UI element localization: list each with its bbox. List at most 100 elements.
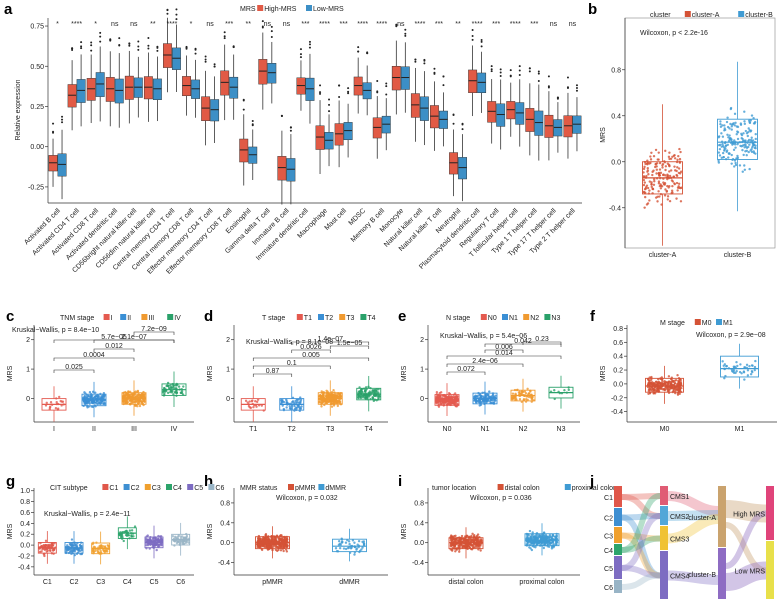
- h-point: [260, 548, 264, 552]
- g-point: [156, 542, 159, 546]
- j-node-left: [614, 527, 622, 543]
- a-outlier: [166, 12, 169, 15]
- b-xtick-label: cluster-B: [724, 252, 752, 259]
- a-legend-swatch: [257, 5, 264, 11]
- b-point: [670, 179, 674, 182]
- a-sig: ****: [510, 21, 521, 28]
- c-point: [124, 399, 127, 402]
- b-point: [643, 206, 646, 209]
- h-point: [341, 541, 344, 544]
- b-ytick-label: 0.0: [611, 159, 621, 166]
- i-point: [542, 546, 546, 550]
- j-node-cluster: [718, 486, 726, 547]
- a-legend-label: High-MRS: [264, 6, 297, 13]
- h-point: [351, 539, 355, 542]
- i-point: [470, 538, 473, 541]
- j-node-middle: [660, 551, 668, 599]
- b-point: [753, 143, 756, 147]
- f-point: [680, 386, 683, 390]
- i-point: [526, 543, 529, 546]
- i-annotation: Wilcoxon, p = 0.036: [470, 495, 532, 502]
- c-legend-swatch: [167, 314, 174, 320]
- d-legend-title: T stage: [262, 315, 285, 322]
- e-bracket: [446, 363, 524, 367]
- g-point: [127, 534, 131, 537]
- c-point: [88, 390, 92, 394]
- d-pvalue: 1.5e−05: [337, 340, 363, 347]
- b-point: [735, 125, 738, 128]
- a-box-fill: [153, 79, 162, 100]
- g-point: [107, 544, 110, 548]
- b-point: [741, 144, 745, 147]
- a-outlier: [518, 65, 521, 68]
- g-point: [106, 550, 109, 553]
- i-ytick-label: 0.8: [414, 500, 424, 507]
- h-point: [353, 541, 356, 544]
- a-sig: ***: [340, 21, 348, 28]
- b-point: [740, 132, 743, 136]
- i-point: [453, 545, 456, 548]
- e-point: [446, 395, 449, 399]
- c-xtick-label: I: [53, 426, 55, 433]
- g-point: [68, 550, 72, 554]
- g-ytick-label: -0.4: [18, 564, 30, 571]
- a-legend-label: Low-MRS: [313, 6, 344, 13]
- j-node-middle: [660, 526, 668, 550]
- i-point: [454, 534, 457, 538]
- j-node-label: CMS3: [670, 537, 690, 544]
- f-xtick-label: M0: [660, 426, 670, 433]
- i-ytick-label: 0.4: [414, 520, 424, 527]
- e-pvalue: 2.4e−06: [472, 358, 498, 365]
- j-flow: [725, 561, 767, 591]
- f-point: [751, 364, 754, 367]
- e-xtick-label: N1: [481, 426, 490, 433]
- i-xtick-label: proximal colon: [519, 579, 564, 586]
- b-point: [659, 187, 663, 190]
- e-point: [527, 392, 531, 395]
- f-point: [676, 382, 679, 386]
- f-point: [738, 370, 742, 374]
- b-point: [723, 127, 726, 130]
- f-point: [723, 377, 726, 380]
- e-point: [450, 397, 453, 400]
- f-point: [666, 388, 670, 391]
- j-node-label: C5: [604, 566, 613, 573]
- b-point: [673, 169, 677, 172]
- b-point: [665, 190, 668, 193]
- g-point: [156, 538, 160, 542]
- f-point: [730, 369, 734, 373]
- b-point: [660, 185, 664, 188]
- j-flow: [621, 572, 661, 590]
- a-outlier: [251, 120, 254, 123]
- a-sig: ***: [225, 21, 233, 28]
- b-point: [669, 169, 673, 172]
- a-box-fill: [106, 77, 115, 102]
- h-point: [361, 546, 364, 549]
- b-point: [649, 161, 652, 165]
- f-legend-title: M stage: [660, 320, 685, 327]
- i-point: [550, 547, 554, 550]
- d-point: [250, 400, 254, 403]
- i-point: [460, 534, 464, 538]
- d-point: [320, 390, 323, 393]
- c-point: [83, 400, 86, 403]
- b-point: [720, 132, 723, 135]
- a-outlier: [404, 32, 407, 35]
- b-point: [653, 180, 656, 183]
- i-legend-label: distal colon: [505, 485, 540, 492]
- d-point: [288, 405, 292, 408]
- b-point: [673, 165, 676, 168]
- c-pvalue: 0.025: [65, 364, 83, 371]
- e-bracket: [446, 355, 562, 359]
- c-point: [172, 393, 175, 396]
- j-node-label: CMS4: [670, 574, 690, 581]
- c-point: [96, 402, 99, 406]
- a-legend-swatch: [306, 5, 312, 11]
- a-box-fill: [277, 156, 286, 180]
- e-point: [438, 396, 441, 400]
- b-point: [743, 164, 746, 167]
- c-point: [180, 390, 184, 393]
- b-point: [647, 173, 650, 176]
- i-point: [472, 539, 476, 542]
- g-legend-swatch: [208, 484, 215, 490]
